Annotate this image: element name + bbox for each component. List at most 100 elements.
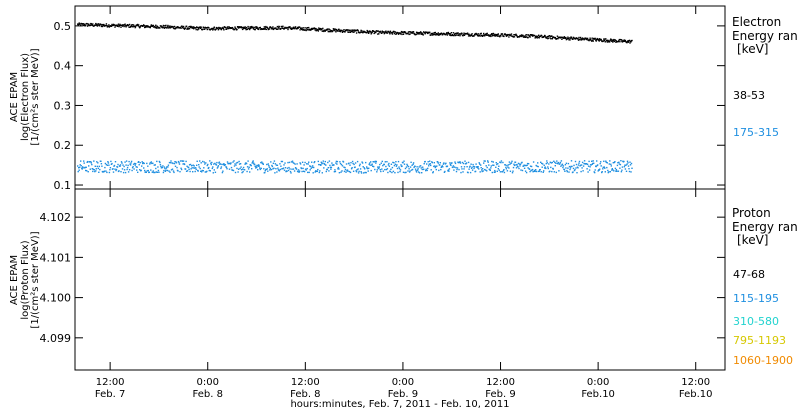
electron-175-315-point [546, 162, 548, 164]
electron-38-53-point [298, 26, 301, 28]
electron-175-315-point [164, 170, 167, 172]
x-tick-date-label: Feb.10 [581, 389, 615, 400]
electron-175-315-point [586, 163, 589, 166]
electron-38-53-point [319, 27, 321, 30]
electron-175-315-point [615, 170, 617, 172]
electron-175-315-point [592, 162, 594, 165]
electron-175-315-point [581, 161, 584, 164]
electron-38-53-point [185, 25, 188, 27]
electron-38-53-point [630, 41, 632, 43]
electron-175-315-point [432, 171, 434, 173]
electron-175-315-point [264, 170, 266, 172]
electron-175-315-point [483, 162, 485, 164]
electron-175-315-point [109, 167, 112, 169]
electron-175-315-point [85, 169, 87, 172]
electron-38-53-point [278, 26, 281, 28]
electron-175-315-point [376, 169, 378, 171]
electron-175-315-point [392, 161, 394, 164]
electron-175-315-point [174, 161, 176, 163]
electron-38-53-point [362, 31, 364, 34]
electron-38-53-point [80, 25, 82, 27]
electron-38-53-point [121, 24, 123, 26]
electron-175-315-point [618, 161, 620, 163]
electron-38-53-point [569, 37, 572, 39]
x-tick-time-label: 12:00 [291, 377, 320, 388]
electron-38-53-point [139, 26, 141, 28]
electron-175-315-point [621, 169, 623, 171]
electron-175-315-point [358, 165, 361, 167]
electron-175-315-point [551, 170, 553, 173]
electron-175-315-point [560, 160, 563, 162]
electron-38-53-point [547, 35, 549, 38]
electron-38-53-point [359, 31, 362, 33]
electron-175-315-point [413, 166, 415, 169]
electron-175-315-point [165, 169, 167, 171]
electron-175-315-point [407, 165, 410, 168]
electron-175-315-point [436, 165, 438, 167]
electron-38-53-point [339, 29, 341, 31]
electron-175-315-point [192, 171, 194, 173]
electron-175-315-point [309, 169, 311, 171]
electron-175-315-point [253, 162, 255, 164]
electron-38-53-point [287, 27, 290, 29]
electron-38-53-point [456, 34, 458, 36]
electron-175-315-point [142, 162, 144, 164]
electron-175-315-point [310, 167, 312, 169]
electron-175-315-point [288, 161, 291, 164]
electron-38-53-point [397, 32, 399, 34]
electron-175-315-point [303, 170, 306, 173]
electron-38-53-point [468, 33, 470, 35]
electron-38-53-point [82, 24, 84, 26]
electron-38-53-point [249, 28, 251, 31]
electron-38-53-point [607, 39, 609, 41]
electron-175-315-point [537, 165, 539, 168]
electron-38-53-point [479, 35, 481, 37]
electron-175-315-point [500, 160, 503, 162]
electron-175-315-point [193, 167, 195, 169]
electron-175-315-point [186, 165, 188, 167]
electron-175-315-point [460, 171, 462, 174]
electron-38-53-point [370, 30, 372, 33]
electron-38-53-point [462, 34, 465, 36]
electron-175-315-point [157, 169, 160, 172]
electron-175-315-point [246, 166, 249, 168]
electron-175-315-point [451, 162, 453, 164]
electron-175-315-point [489, 169, 491, 171]
electron-38-53-point [204, 28, 206, 30]
electron-38-53-point [515, 33, 517, 35]
electron-38-53-point [543, 36, 545, 38]
electron-38-53-point [348, 31, 350, 33]
electron-38-53-point [225, 28, 228, 30]
electron-38-53-point [106, 24, 108, 27]
electron-38-53-point [582, 38, 585, 40]
electron-175-315-point [149, 162, 151, 164]
electron-175-315-point [252, 160, 254, 162]
electron-38-53-point [403, 31, 405, 34]
electron-175-315-point [544, 166, 546, 168]
electron-175-315-point [287, 169, 290, 172]
electron-175-315-point [198, 166, 200, 168]
electron-175-315-point [376, 171, 378, 173]
electron-38-53-point [281, 27, 284, 29]
electron-175-315-point [530, 165, 533, 168]
electron-175-315-point [164, 167, 166, 170]
electron-175-315-point [136, 166, 138, 168]
electron-175-315-point [258, 165, 260, 167]
electron-175-315-point [105, 170, 107, 172]
electron-175-315-point [122, 171, 125, 174]
electron-175-315-point [350, 162, 352, 164]
electron-38-53-point [206, 28, 208, 31]
electron-38-53-point [604, 38, 606, 40]
electron-38-53-point [92, 23, 94, 25]
electron-175-315-point [304, 161, 306, 164]
electron-175-315-point [241, 171, 243, 174]
electron-38-53-point [431, 34, 433, 36]
electron-175-315-point [95, 170, 97, 172]
electron-175-315-point [404, 171, 406, 174]
electron-175-315-point [175, 161, 177, 163]
electron-38-53-point [249, 26, 251, 28]
x-axis-label: hours:minutes, Feb. 7, 2011 - Feb. 10, 2… [290, 399, 509, 410]
electron-175-315-point [127, 171, 130, 173]
electron-38-53-point [333, 29, 335, 31]
